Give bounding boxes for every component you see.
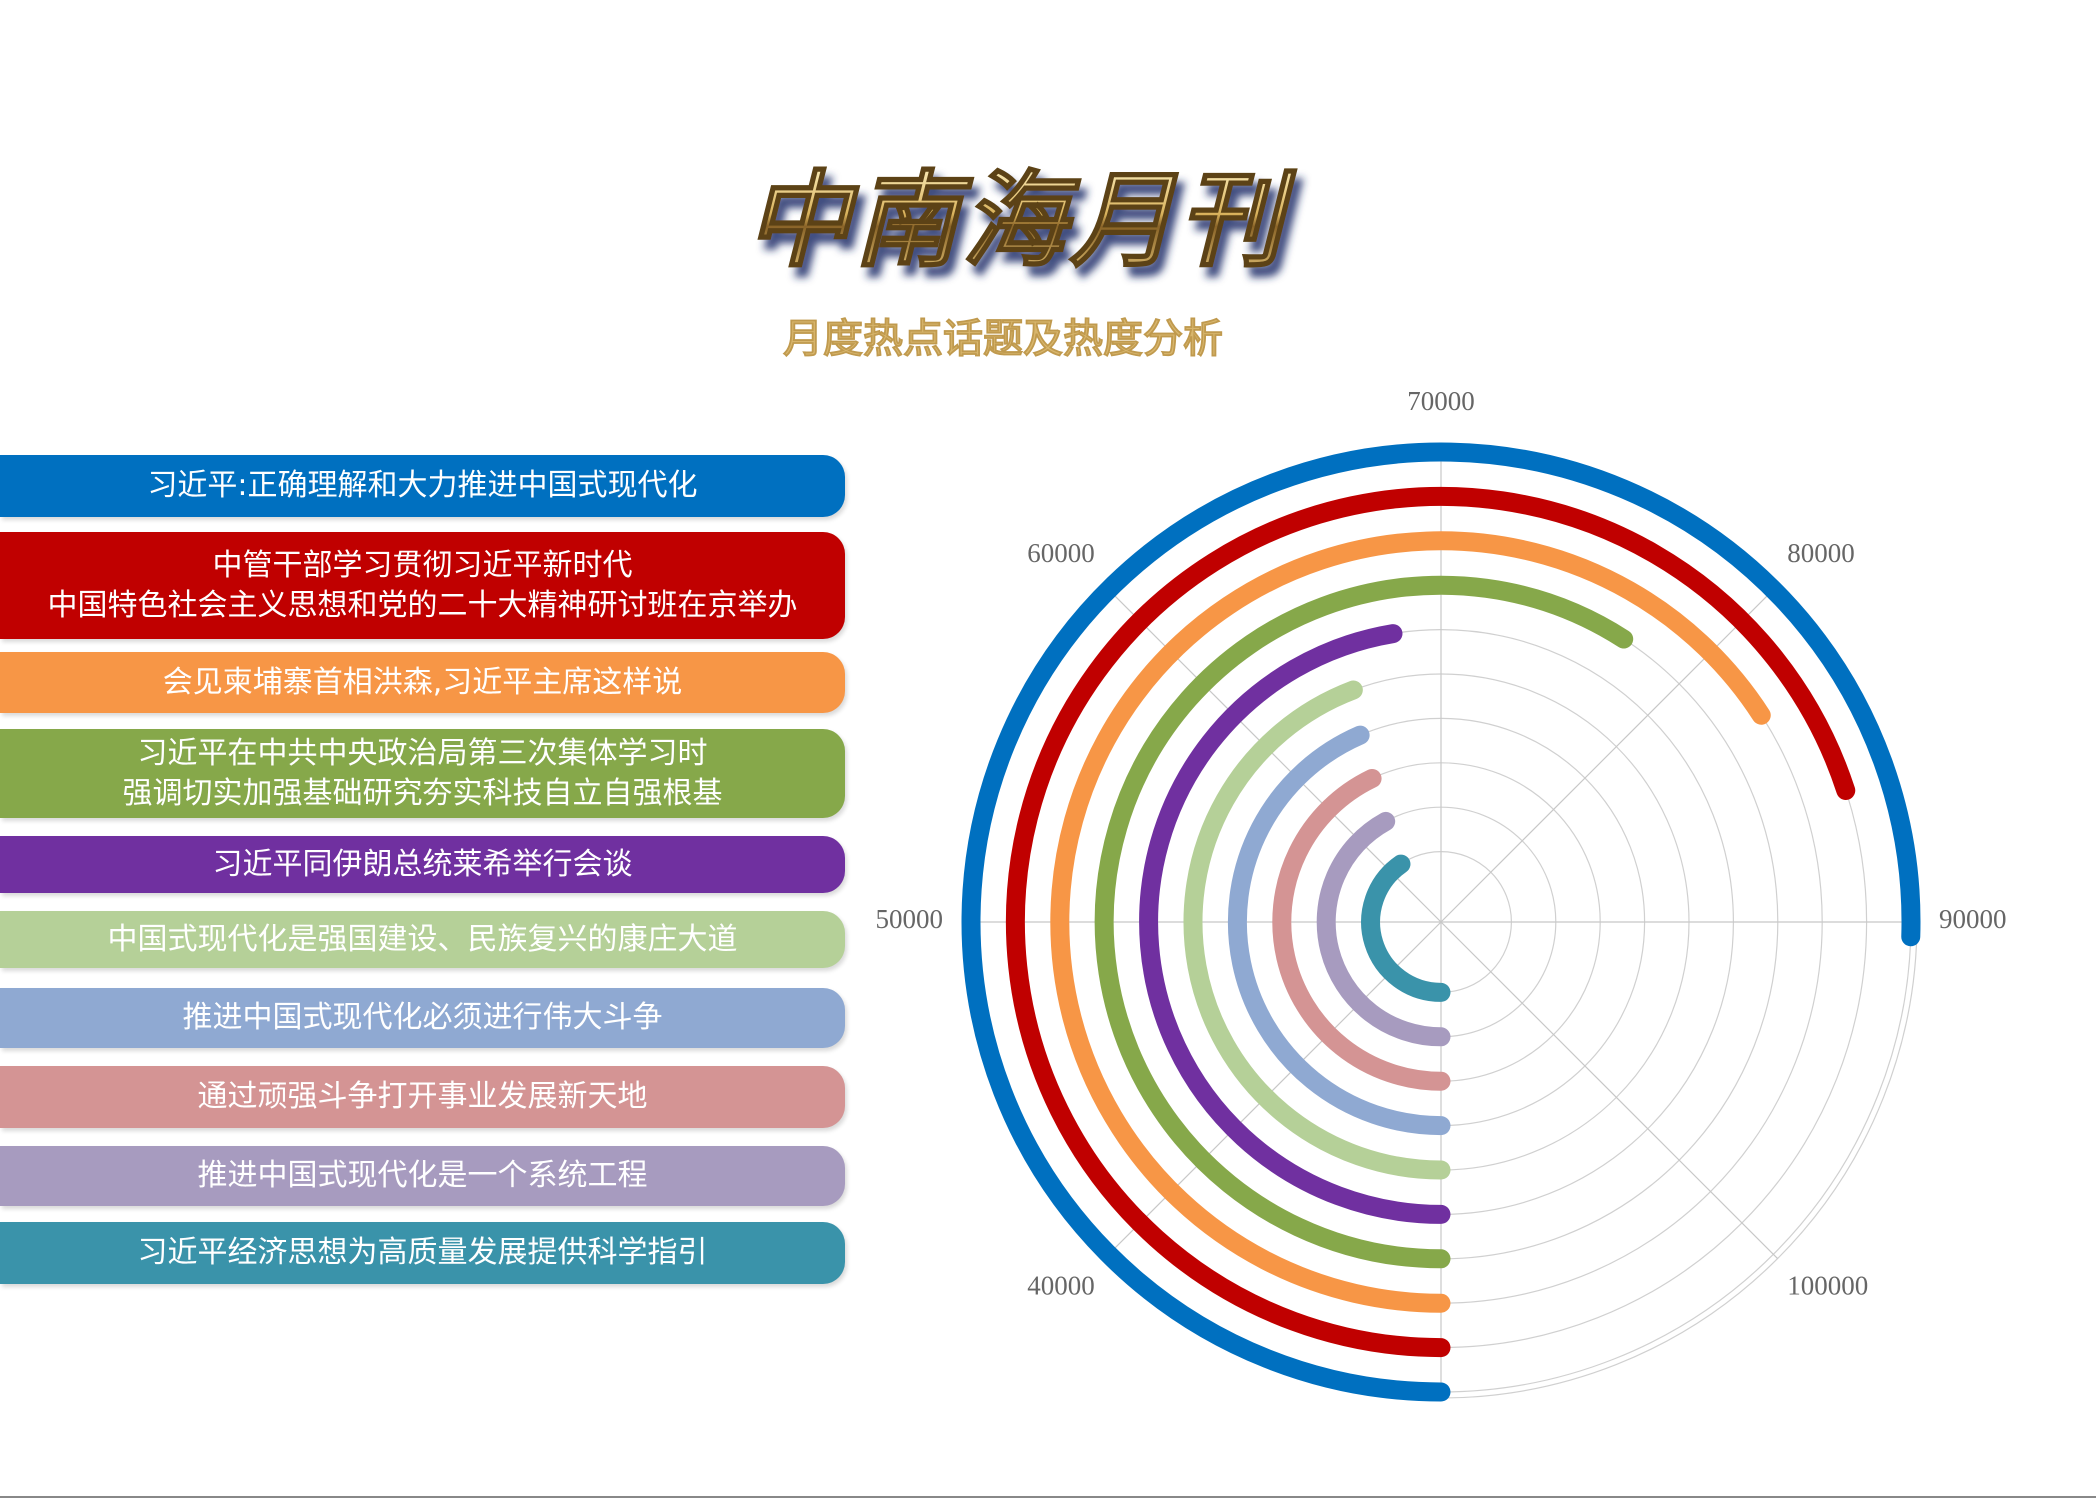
ticks: 40000 50000 60000 70000 80000 90000 100000	[876, 386, 2007, 1300]
category-label: 中管干部学习贯彻习近平新时代 中国特色社会主义思想和党的二十大精神研讨班在京举办	[0, 532, 845, 639]
radial-bar	[1139, 624, 1451, 1224]
radial-bar	[1316, 811, 1451, 1047]
logo-title: 中南海月刊	[746, 159, 1297, 281]
category-label: 习近平在中共中央政治局第三次集体学习时 强调切实加强基础研究夯实科技自立自强根基	[0, 729, 845, 818]
radial-bar	[1094, 575, 1634, 1269]
category-label: 通过顽强斗争打开事业发展新天地	[0, 1066, 845, 1128]
category-label: 习近平同伊朗总统莱希举行会谈	[0, 836, 845, 893]
bottom-rule	[0, 1496, 2096, 1498]
angle-tick-label: 100000	[1787, 1270, 1868, 1300]
subtitle: 月度热点话题及热度分析	[783, 315, 1223, 362]
category-label: 会见柬埔寨首相洪森,习近平主席这样说	[0, 652, 845, 713]
radial-bar	[1005, 486, 1856, 1358]
angle-tick-label: 60000	[1027, 538, 1095, 568]
angle-tick-label: 90000	[1939, 904, 2007, 934]
radial-bar	[1183, 680, 1451, 1180]
radial-bar	[1361, 854, 1451, 1002]
radial-bar	[1272, 768, 1451, 1091]
angle-tick-label: 70000	[1407, 386, 1475, 416]
angle-tick-label: 50000	[876, 904, 944, 934]
radial-bar	[1227, 725, 1451, 1136]
radial-bar	[1050, 531, 1771, 1313]
category-label: 中国式现代化是强国建设、民族复兴的康庄大道	[0, 911, 845, 968]
bars	[961, 442, 1921, 1402]
radial-bar	[961, 442, 1921, 1402]
angle-tick-label: 40000	[1027, 1270, 1095, 1300]
category-label: 习近平:正确理解和大力推进中国式现代化	[0, 455, 845, 517]
angle-tick-label: 80000	[1787, 538, 1855, 568]
category-label: 推进中国式现代化必须进行伟大斗争	[0, 988, 845, 1048]
category-label: 习近平经济思想为高质量发展提供科学指引	[0, 1222, 845, 1284]
grid-spoke	[1440, 584, 1779, 923]
category-label: 推进中国式现代化是一个系统工程	[0, 1146, 845, 1206]
grid-spoke	[1440, 921, 1779, 1260]
